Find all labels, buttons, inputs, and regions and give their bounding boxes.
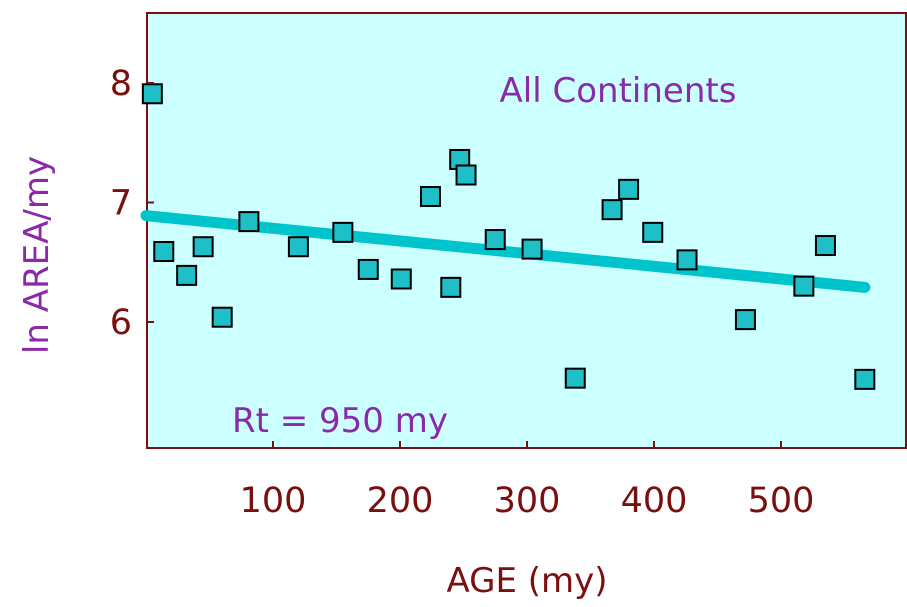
x-tick-label: 100: [240, 481, 307, 521]
data-point: [192, 236, 214, 258]
x-tick-label: 300: [494, 481, 561, 521]
x-tick-label: 500: [748, 481, 815, 521]
data-point: [734, 309, 756, 331]
x-tick-label: 200: [367, 481, 434, 521]
data-point: [357, 258, 379, 280]
annotation-rt: Rt = 950 my: [232, 401, 448, 441]
data-point: [153, 240, 175, 262]
y-tick-label: 8: [110, 64, 132, 104]
data-point: [521, 238, 543, 260]
data-point: [390, 268, 412, 290]
data-point: [419, 186, 441, 208]
annotation-all-continents: All Continents: [500, 71, 737, 111]
trend-line: [140, 210, 871, 293]
data-point: [484, 229, 506, 251]
data-point: [676, 249, 698, 271]
data-point: [455, 164, 477, 186]
data-point: [332, 221, 354, 243]
data-point: [642, 221, 664, 243]
y-tick-label: 7: [110, 184, 132, 224]
x-tick-label: 400: [621, 481, 688, 521]
data-point: [601, 199, 623, 221]
y-tick-label: 6: [110, 303, 132, 343]
data-point: [141, 83, 163, 105]
y-axis-title: ln AREA/my: [17, 156, 57, 354]
data-point: [211, 306, 233, 328]
data-point: [287, 236, 309, 258]
x-axis-title: AGE (my): [446, 561, 607, 601]
data-point: [440, 276, 462, 298]
data-point: [176, 264, 198, 286]
data-point: [564, 367, 586, 389]
data-point: [238, 211, 260, 233]
data-point: [793, 275, 815, 297]
data-point: [854, 368, 876, 390]
data-point: [814, 235, 836, 257]
data-point: [618, 178, 640, 200]
